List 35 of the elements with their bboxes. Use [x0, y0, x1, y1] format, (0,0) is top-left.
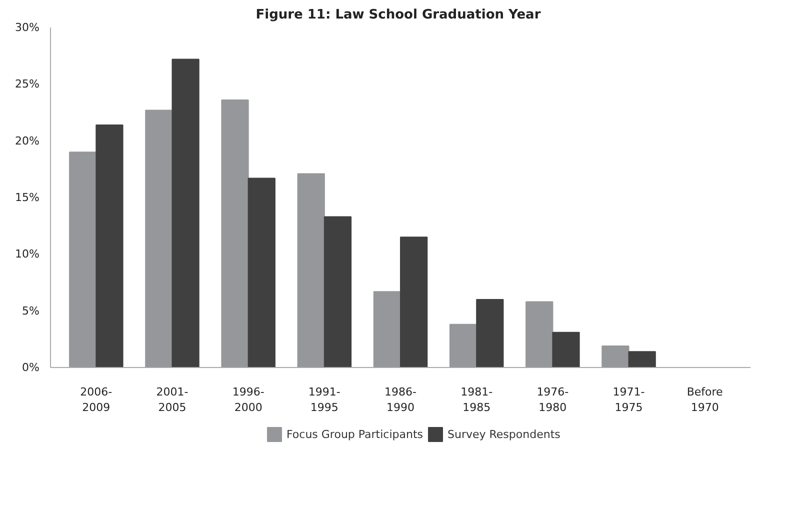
bar [628, 351, 656, 368]
x-tick-label: 1981- 1985 [460, 386, 493, 414]
y-tick-label: 30% [15, 21, 40, 34]
x-tick-label: 2006- 2009 [80, 386, 112, 414]
y-tick-label: 20% [15, 134, 40, 148]
bar [449, 324, 478, 368]
y-tick-label: 0% [22, 361, 40, 374]
bar [476, 299, 504, 368]
y-tick-label: 5% [22, 304, 40, 318]
bar [96, 124, 124, 368]
x-tick-label: 1986- 1990 [384, 386, 417, 414]
bar [552, 332, 580, 368]
x-tick-label: 1971- 1975 [612, 386, 645, 414]
x-tick-label: 1991- 1995 [308, 386, 340, 414]
y-tick-label: 15% [15, 191, 40, 204]
bar [69, 152, 97, 368]
bar [602, 345, 630, 368]
bar [248, 178, 276, 368]
bar [400, 236, 428, 368]
bar [324, 216, 352, 368]
chart-title: Figure 11: Law School Graduation Year [256, 8, 542, 22]
x-tick-label: 1976- 1980 [536, 386, 569, 414]
x-tick-label: 2001- 2005 [156, 386, 188, 414]
y-tick-label: 25% [15, 78, 40, 91]
x-tick-label: Before 1970 [686, 386, 724, 414]
bar [297, 173, 325, 368]
legend-label: Survey Respondents [448, 428, 561, 441]
x-tick-label: 1996- 2000 [232, 386, 264, 414]
legend-label: Focus Group Participants [286, 428, 424, 441]
bar [145, 110, 173, 368]
bar [172, 58, 200, 368]
y-tick-label: 10% [15, 248, 40, 261]
bar [373, 291, 401, 368]
bar [526, 301, 554, 368]
bar [221, 100, 249, 368]
